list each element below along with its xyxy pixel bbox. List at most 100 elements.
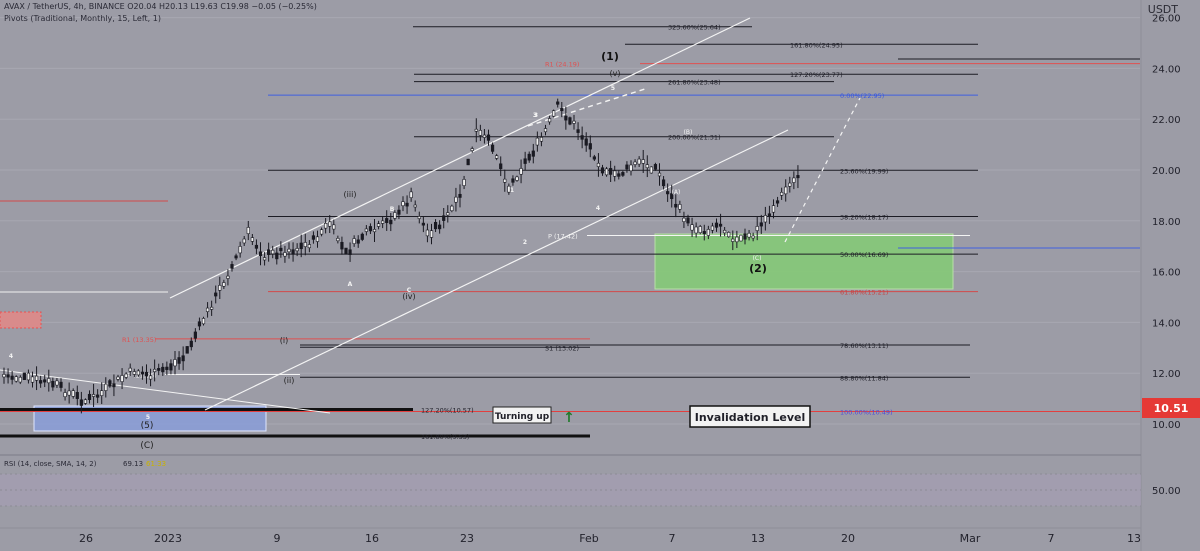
- candle-body: [218, 285, 222, 291]
- fib-label-11.84: 88.80%(11.84): [840, 374, 888, 382]
- turning-up-label: Turning up: [495, 412, 550, 422]
- rsi-axis-label: 50.00: [1152, 486, 1181, 497]
- candle-body: [120, 375, 124, 382]
- candle-body: [507, 185, 511, 193]
- candle-body: [250, 237, 254, 242]
- candle-body: [710, 225, 715, 231]
- x-tick-3: 16: [365, 532, 379, 545]
- candle-body: [515, 176, 519, 181]
- candle-body: [100, 390, 104, 396]
- candle-body: [340, 241, 344, 250]
- candle-body: [486, 134, 491, 141]
- candle-body: [116, 376, 120, 380]
- candles-group: [2, 98, 800, 414]
- support-zone-box[interactable]: [654, 233, 954, 290]
- candle-body: [576, 129, 580, 133]
- candle-body: [523, 158, 527, 164]
- candle-body: [600, 167, 605, 174]
- candle-body: [157, 368, 161, 371]
- candle-body: [108, 380, 112, 387]
- candle-body: [75, 392, 79, 399]
- candle-body: [739, 234, 743, 242]
- invalidation-box: [689, 405, 811, 428]
- candle-body: [735, 236, 739, 243]
- red-zone-box: [0, 311, 42, 329]
- x-tick-11: 13: [1127, 532, 1141, 545]
- pivot-label-13.02: S1 (13.02): [545, 344, 579, 352]
- candle-body: [63, 392, 67, 398]
- wave-label-2: (i): [280, 336, 288, 345]
- candle-body: [747, 232, 751, 238]
- x-tick-4: 23: [460, 532, 474, 545]
- candle-body: [637, 158, 641, 165]
- candle-body: [181, 355, 185, 362]
- candle-body: [87, 393, 92, 400]
- wave-label-3: (ii): [284, 376, 295, 385]
- candle-body: [303, 242, 307, 247]
- candle-body: [470, 148, 474, 151]
- y-tick-24: 24.00: [1152, 64, 1181, 75]
- candle-body: [442, 215, 446, 221]
- candle-body: [385, 218, 389, 224]
- candle-body: [401, 201, 405, 207]
- candle-body: [438, 224, 442, 230]
- candle-body: [743, 233, 747, 240]
- y-tick-10: 10.00: [1152, 420, 1181, 431]
- x-tick-7: 13: [751, 532, 765, 545]
- candle-body: [332, 224, 336, 230]
- candle-body: [450, 205, 454, 212]
- last-price-badge[interactable]: [1142, 398, 1200, 418]
- candle-body: [30, 376, 35, 383]
- candle-body: [657, 172, 662, 177]
- x-tick-5: Feb: [579, 532, 598, 545]
- fib-label-24.95: 161.80%(24.95): [790, 41, 843, 49]
- candle-body: [621, 172, 625, 176]
- candle-body: [283, 252, 287, 257]
- symbol-header: AVAX / TetherUS, 4h, BINANCE O20.04 H20.…: [4, 2, 317, 11]
- candle-body: [560, 108, 564, 112]
- x-tick-10: 7: [1048, 532, 1055, 545]
- candle-body: [165, 366, 169, 370]
- candle-body: [356, 239, 360, 244]
- candle-body: [653, 164, 658, 170]
- candle-body: [686, 217, 690, 224]
- candle-body: [59, 381, 63, 388]
- wave-label-6: (v): [610, 69, 621, 78]
- candle-body: [18, 376, 22, 383]
- candle-body: [315, 236, 320, 242]
- candle-body: [727, 232, 731, 238]
- candle-body: [372, 229, 377, 233]
- candle-body: [153, 368, 157, 372]
- candle-body: [34, 375, 39, 381]
- candle-body: [262, 257, 267, 261]
- wave-label-14: 3: [533, 112, 537, 119]
- fib-label-15.21: 61.80%(15.21): [840, 289, 888, 297]
- candle-body: [751, 235, 755, 239]
- candle-body: [242, 238, 246, 244]
- candle-body: [201, 318, 206, 325]
- candle-body: [205, 307, 210, 312]
- wave-label-1: (2): [749, 262, 767, 275]
- wave-label-18: B: [390, 206, 395, 213]
- candle-body: [543, 128, 548, 133]
- candle-body: [291, 249, 295, 255]
- wave-label-8: (C): [140, 441, 153, 451]
- wave-label-9: (A): [672, 189, 681, 196]
- candle-body: [22, 372, 26, 380]
- last-price-label: 10.51: [1154, 402, 1189, 415]
- pivot-label-11.95: P (11.95): [127, 371, 157, 379]
- candle-body: [381, 220, 385, 224]
- candle-body: [307, 244, 311, 249]
- candle-body: [629, 164, 633, 172]
- channel-upper-line: [169, 17, 751, 299]
- candle-body: [67, 390, 71, 396]
- candle-body: [51, 380, 55, 388]
- x-tick-9: Mar: [960, 532, 981, 545]
- fib-label-13.11: 78.60%(13.11): [840, 342, 888, 350]
- wave-label-21: 4: [9, 353, 13, 360]
- candle-body: [71, 390, 75, 397]
- candle-body: [299, 242, 303, 250]
- candle-body: [421, 222, 425, 226]
